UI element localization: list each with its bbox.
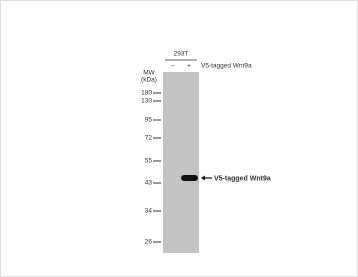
band bbox=[181, 175, 198, 181]
marker-label: 34 bbox=[145, 208, 153, 215]
gel-lane bbox=[163, 72, 199, 253]
lane-sign: – bbox=[171, 63, 175, 70]
cell-line: 293T bbox=[174, 51, 189, 58]
mw-unit: (kDa) bbox=[141, 77, 157, 84]
marker-label: 26 bbox=[145, 239, 153, 246]
figure: 293T – + V5-tagged Wnt9a MW (kDa) V5-tag… bbox=[0, 0, 358, 277]
lane-sign: + bbox=[187, 63, 191, 70]
condition: V5-tagged Wnt9a bbox=[201, 63, 252, 70]
marker-label: 130 bbox=[141, 98, 152, 105]
marker-label: 43 bbox=[145, 180, 153, 187]
marker-label: 95 bbox=[145, 117, 153, 124]
marker-label: 72 bbox=[145, 135, 153, 142]
mw-label: MW bbox=[143, 70, 155, 77]
marker-label: 180 bbox=[141, 90, 152, 97]
band-label: V5-tagged Wnt9a bbox=[214, 175, 271, 182]
marker-label: 55 bbox=[145, 158, 153, 165]
